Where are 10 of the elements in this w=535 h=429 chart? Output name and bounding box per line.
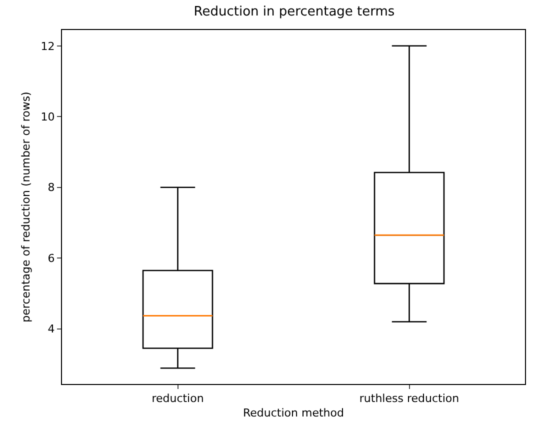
x-tick-label: reduction — [152, 392, 204, 406]
y-tick-label: 6 — [48, 252, 55, 265]
y-tick-label: 10 — [40, 110, 55, 124]
y-axis-title: percentage of reduction (number of rows) — [19, 92, 32, 322]
x-axis-title: Reduction method — [243, 406, 344, 420]
y-tick-label: 12 — [40, 40, 55, 53]
x-tick-label: ruthless reduction — [359, 392, 460, 406]
y-tick-label: 4 — [48, 322, 55, 336]
y-tick-label: 8 — [48, 181, 55, 194]
chart-title: Reduction in percentage terms — [194, 4, 395, 20]
